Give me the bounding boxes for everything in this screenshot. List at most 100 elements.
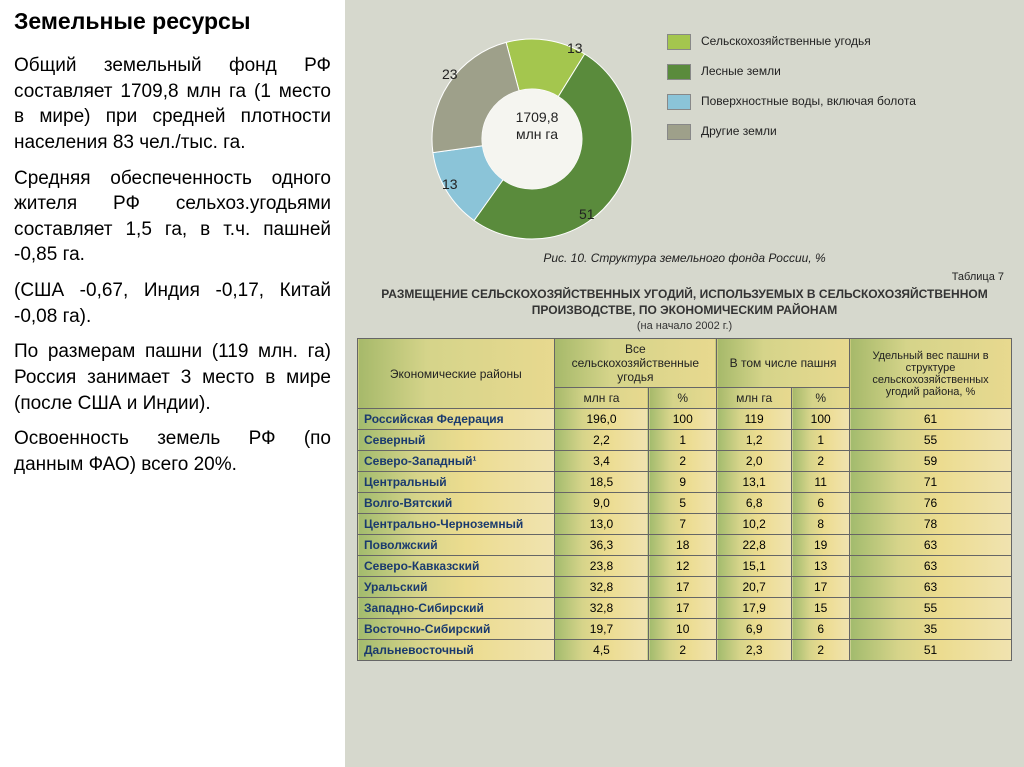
data-cell: 15,1 bbox=[717, 556, 792, 577]
table-row: Северный2,211,2155 bbox=[358, 430, 1012, 451]
data-cell: 36,3 bbox=[554, 535, 649, 556]
col-subheader: % bbox=[649, 388, 717, 409]
data-cell: 23,8 bbox=[554, 556, 649, 577]
data-cell: 63 bbox=[850, 535, 1012, 556]
data-cell: 71 bbox=[850, 472, 1012, 493]
data-cell: 55 bbox=[850, 430, 1012, 451]
row-name-cell: Дальневосточный bbox=[358, 640, 555, 661]
data-cell: 17 bbox=[649, 577, 717, 598]
paragraph: Освоенность земель РФ (по данным ФАО) вс… bbox=[14, 426, 331, 477]
data-cell: 32,8 bbox=[554, 598, 649, 619]
data-cell: 1 bbox=[792, 430, 850, 451]
data-cell: 20,7 bbox=[717, 577, 792, 598]
data-cell: 12 bbox=[649, 556, 717, 577]
legend-swatch bbox=[667, 94, 691, 110]
slice-value-label: 13 bbox=[442, 176, 458, 192]
data-cell: 19,7 bbox=[554, 619, 649, 640]
data-cell: 10,2 bbox=[717, 514, 792, 535]
legend-label: Поверхностные воды, включая болота bbox=[701, 94, 916, 108]
row-name-cell: Центральный bbox=[358, 472, 555, 493]
table-subtitle: (на начало 2002 г.) bbox=[357, 320, 1012, 332]
legend-label: Лесные земли bbox=[701, 64, 781, 78]
data-cell: 13 bbox=[792, 556, 850, 577]
data-cell: 17 bbox=[792, 577, 850, 598]
donut-chart-area: 1709,8 млн га 13 51 13 23 Сельскохозяйствен… bbox=[357, 4, 1012, 249]
data-cell: 2 bbox=[792, 451, 850, 472]
chart-legend: Сельскохозяйственные угодья Лесные земли П… bbox=[667, 4, 916, 154]
legend-label: Сельскохозяйственные угодья bbox=[701, 34, 871, 48]
data-cell: 11 bbox=[792, 472, 850, 493]
data-cell: 6 bbox=[792, 619, 850, 640]
table-row: Дальневосточный4,522,3251 bbox=[358, 640, 1012, 661]
paragraph: Общий земельный фонд РФ составляет 1709,… bbox=[14, 53, 331, 156]
row-name-cell: Поволжский bbox=[358, 535, 555, 556]
data-cell: 18 bbox=[649, 535, 717, 556]
row-name-cell: Уральский bbox=[358, 577, 555, 598]
table-row: Западно-Сибирский32,81717,91555 bbox=[358, 598, 1012, 619]
table-row: Центральный18,5913,11171 bbox=[358, 472, 1012, 493]
col-header: Экономические районы bbox=[358, 339, 555, 409]
text-column: Земельные ресурсы Общий земельный фонд Р… bbox=[0, 0, 345, 767]
row-name-cell: Северо-Западный¹ bbox=[358, 451, 555, 472]
col-header: В том числе пашня bbox=[717, 339, 850, 388]
page-title: Земельные ресурсы bbox=[14, 8, 331, 35]
donut-center-unit: млн га bbox=[516, 126, 558, 142]
data-cell: 8 bbox=[792, 514, 850, 535]
data-cell: 9,0 bbox=[554, 493, 649, 514]
data-cell: 6 bbox=[792, 493, 850, 514]
donut-chart: 1709,8 млн га 13 51 13 23 bbox=[357, 4, 667, 249]
slice-value-label: 13 bbox=[567, 40, 583, 56]
row-name-cell: Северный bbox=[358, 430, 555, 451]
data-cell: 196,0 bbox=[554, 409, 649, 430]
paragraph: По размерам пашни (119 млн. га) Россия з… bbox=[14, 339, 331, 416]
slice-value-label: 51 bbox=[579, 206, 595, 222]
table-title: РАЗМЕЩЕНИЕ СЕЛЬСКОХОЗЯЙСТВЕННЫХ УГОДИЙ, … bbox=[357, 287, 1012, 318]
data-cell: 2,2 bbox=[554, 430, 649, 451]
data-cell: 22,8 bbox=[717, 535, 792, 556]
table-row: Российская Федерация196,010011910061 bbox=[358, 409, 1012, 430]
data-cell: 13,0 bbox=[554, 514, 649, 535]
figure-column: 1709,8 млн га 13511323 Сельскохозяйствен… bbox=[345, 0, 1024, 767]
legend-swatch bbox=[667, 34, 691, 50]
data-cell: 51 bbox=[850, 640, 1012, 661]
col-subheader: млн га bbox=[554, 388, 649, 409]
paragraph: (США -0,67, Индия -0,17, Китай -0,08 га)… bbox=[14, 278, 331, 329]
table-row: Центрально-Черноземный13,0710,2878 bbox=[358, 514, 1012, 535]
slice-value-label: 23 bbox=[442, 66, 458, 82]
table-row: Поволжский36,31822,81963 bbox=[358, 535, 1012, 556]
donut-center-value: 1709,8 bbox=[516, 109, 559, 125]
row-name-cell: Волго-Вятский bbox=[358, 493, 555, 514]
data-cell: 17,9 bbox=[717, 598, 792, 619]
data-table: Экономические районыВсе сельскохозяйстве… bbox=[357, 338, 1012, 661]
data-cell: 32,8 bbox=[554, 577, 649, 598]
table-row: Северо-Западный¹3,422,0259 bbox=[358, 451, 1012, 472]
table-row: Уральский32,81720,71763 bbox=[358, 577, 1012, 598]
data-cell: 119 bbox=[717, 409, 792, 430]
data-cell: 6,9 bbox=[717, 619, 792, 640]
data-cell: 3,4 bbox=[554, 451, 649, 472]
row-name-cell: Российская Федерация bbox=[358, 409, 555, 430]
data-cell: 2 bbox=[649, 451, 717, 472]
paragraph: Средняя обеспеченность одного жителя РФ … bbox=[14, 166, 331, 269]
data-cell: 15 bbox=[792, 598, 850, 619]
table-row: Северо-Кавказский23,81215,11363 bbox=[358, 556, 1012, 577]
col-subheader: % bbox=[792, 388, 850, 409]
data-cell: 63 bbox=[850, 577, 1012, 598]
data-cell: 63 bbox=[850, 556, 1012, 577]
data-cell: 100 bbox=[792, 409, 850, 430]
data-cell: 4,5 bbox=[554, 640, 649, 661]
legend-swatch bbox=[667, 124, 691, 140]
data-cell: 10 bbox=[649, 619, 717, 640]
legend-item: Лесные земли bbox=[667, 64, 916, 80]
row-name-cell: Западно-Сибирский bbox=[358, 598, 555, 619]
data-cell: 5 bbox=[649, 493, 717, 514]
table-number-label: Таблица 7 bbox=[357, 271, 1004, 283]
row-name-cell: Центрально-Черноземный bbox=[358, 514, 555, 535]
legend-label: Другие земли bbox=[701, 124, 777, 138]
col-subheader: млн га bbox=[717, 388, 792, 409]
row-name-cell: Восточно-Сибирский bbox=[358, 619, 555, 640]
data-cell: 61 bbox=[850, 409, 1012, 430]
data-cell: 1,2 bbox=[717, 430, 792, 451]
data-cell: 19 bbox=[792, 535, 850, 556]
data-cell: 6,8 bbox=[717, 493, 792, 514]
